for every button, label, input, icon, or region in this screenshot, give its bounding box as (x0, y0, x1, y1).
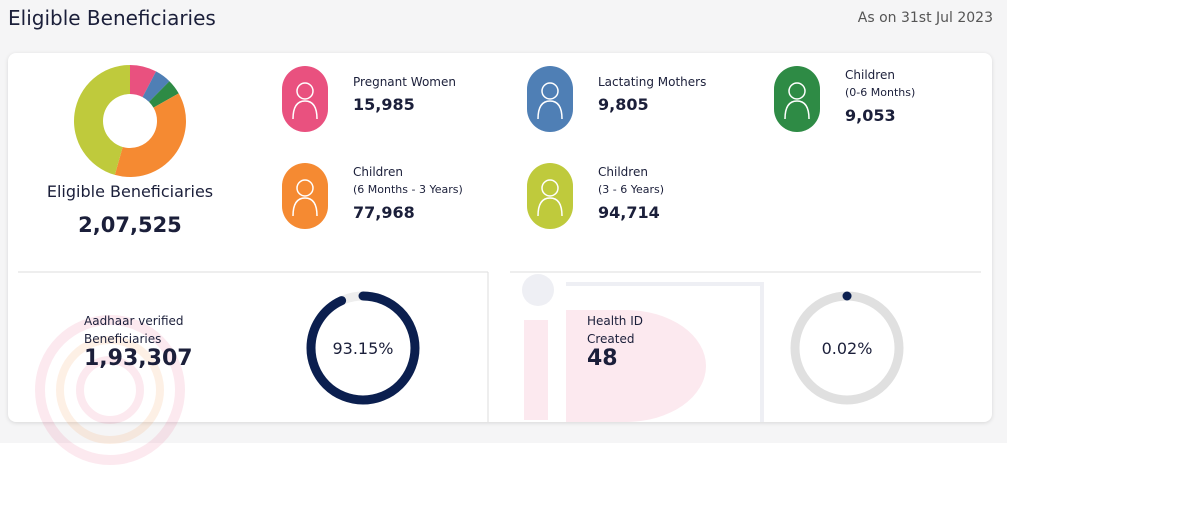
health-id-value: 48 (587, 346, 618, 371)
ring-percent: 0.02% (822, 339, 873, 358)
group-sublabel: (6 Months - 3 Years) (353, 183, 463, 196)
summary-label: Eligible Beneficiaries (46, 182, 214, 201)
group-value: 9,053 (845, 106, 896, 125)
donut-segment (114, 93, 187, 177)
icon-glyph (537, 197, 563, 217)
icon-glyph (788, 82, 806, 100)
summary-total: 2,07,525 (78, 213, 182, 237)
group-value: 77,968 (353, 203, 415, 222)
icon-glyph (784, 100, 810, 120)
donut-segment (74, 65, 130, 175)
aadhaar-value: 1,93,307 (84, 346, 193, 371)
group-sublabel: (0-6 Months) (845, 86, 916, 99)
icon-glyph (541, 179, 559, 197)
page-title: Eligible Beneficiaries (8, 6, 216, 30)
group-label: Children (598, 165, 648, 179)
icon-glyph (296, 82, 314, 100)
icon-glyph (537, 100, 563, 120)
group-label: Children (353, 165, 403, 179)
icon-glyph (292, 197, 318, 217)
group-label: Lactating Mothers (598, 75, 707, 89)
icon-glyph (296, 179, 314, 197)
ring-progress (790, 291, 904, 405)
aadhaar-label: Aadhaar verified Beneficiaries (84, 314, 184, 346)
icon-glyph (541, 82, 559, 100)
ring-percent: 93.15% (332, 339, 393, 358)
donut-segment (142, 71, 170, 102)
decoration (35, 274, 764, 465)
date: As on 31st Jul 2023 (857, 10, 993, 26)
group-value: 15,985 (353, 95, 415, 114)
group-sublabel: (3 - 6 Years) (598, 183, 665, 196)
group-label: Children (845, 68, 895, 82)
donut-segment (149, 81, 179, 108)
group-label: Pregnant Women (353, 75, 456, 89)
group-value: 94,714 (598, 203, 660, 222)
group-value: 9,805 (598, 95, 649, 114)
donut-segment (130, 65, 157, 98)
icon-glyph (292, 100, 318, 120)
health-id-label: Health ID Created (587, 314, 643, 346)
ring-progress (306, 291, 420, 405)
